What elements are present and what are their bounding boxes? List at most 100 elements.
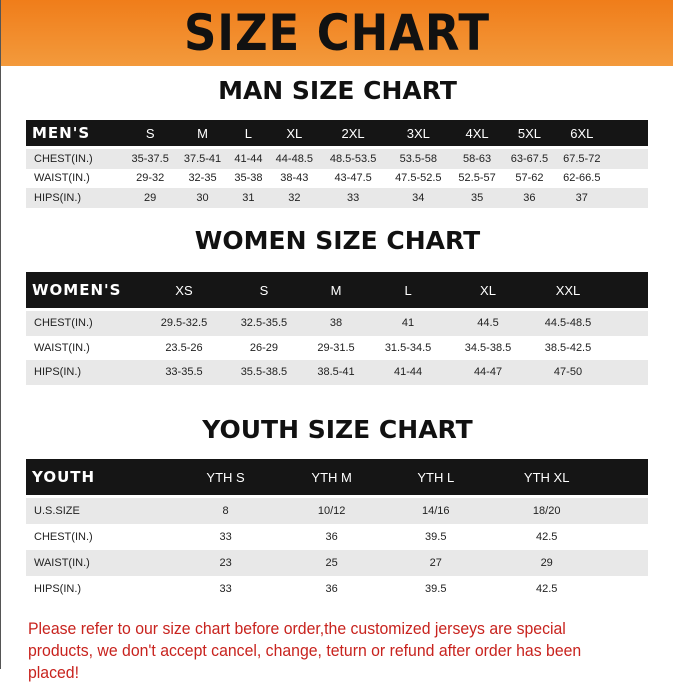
cell: 26-29 bbox=[249, 341, 278, 354]
cell: 31 bbox=[228, 188, 269, 208]
row-label: CHEST(IN.) bbox=[34, 531, 93, 543]
cell: 8 bbox=[174, 498, 278, 524]
cell: 5XL bbox=[503, 120, 556, 146]
table-row: CHEST(IN.) 29.5-32.5 32.5-35.5 38 41 44.5 44.5… bbox=[26, 311, 648, 336]
table-row: CHEST(IN.) 35-37.5 37.5-41 41-44 44-48.5 48.5… bbox=[26, 149, 648, 169]
cell: 23 bbox=[174, 550, 278, 576]
table-row: HIPS(IN.) 33 36 39.5 42.5 bbox=[26, 576, 648, 602]
cell: 38.5-42.5 bbox=[544, 341, 592, 354]
cell: 35-38 bbox=[234, 172, 263, 185]
table-row: WOMEN'S XS S M L XL XXL bbox=[26, 272, 648, 308]
cell: 32 bbox=[268, 188, 321, 208]
cell: 41-44 bbox=[368, 360, 449, 385]
cell: 38 bbox=[303, 311, 369, 336]
row-label: WOMEN'S bbox=[26, 272, 144, 308]
cell: YTH S bbox=[174, 459, 278, 495]
cell: 27 bbox=[386, 550, 486, 576]
cell: 44-47 bbox=[448, 360, 528, 385]
cell: 34 bbox=[385, 188, 451, 208]
table-row: WAIST(IN.) 29-32 32-35 35-38 38-43 43-47.5 47.… bbox=[26, 169, 648, 189]
cell: 36 bbox=[503, 188, 556, 208]
cell: 42.5 bbox=[535, 531, 558, 543]
cell: M bbox=[176, 120, 229, 146]
table-row: YOUTH YTH S YTH M YTH L YTH XL bbox=[26, 459, 648, 495]
cell: 31.5-34.5 bbox=[384, 341, 432, 354]
cell: 47.5-52.5 bbox=[395, 172, 442, 185]
men-size-table: MEN'S S M L XL 2XL 3XL 4XL 5XL 6XL CHEST(IN.) 35-37… bbox=[26, 120, 648, 208]
cell: L bbox=[368, 272, 449, 308]
cell: 36 bbox=[325, 583, 338, 595]
cell: 67.5-72 bbox=[555, 149, 608, 169]
cell: 33 bbox=[219, 531, 232, 543]
cell: 29-32 bbox=[136, 172, 165, 185]
table-row: HIPS(IN.) 29 30 31 32 33 34 35 36 37 bbox=[26, 188, 648, 208]
cell: XL bbox=[268, 120, 321, 146]
row-label: CHEST(IN.) bbox=[26, 149, 124, 169]
cell: 18/20 bbox=[485, 498, 608, 524]
men-title: MAN SIZE CHART bbox=[218, 76, 457, 105]
cell: 39.5 bbox=[425, 531, 447, 543]
cell: 39.5 bbox=[425, 583, 447, 595]
cell: S bbox=[124, 120, 177, 146]
cell: 57-62 bbox=[515, 172, 544, 185]
cell: 44-48.5 bbox=[268, 149, 321, 169]
cell: 38-43 bbox=[280, 172, 309, 185]
row-label: WAIST(IN.) bbox=[34, 172, 90, 185]
row-label: CHEST(IN.) bbox=[26, 311, 144, 336]
row-label: HIPS(IN.) bbox=[26, 188, 124, 208]
cell: 44.5 bbox=[448, 311, 528, 336]
cell: 33-35.5 bbox=[144, 360, 224, 385]
cell: YTH L bbox=[386, 459, 486, 495]
table-row: WAIST(IN.) 23.5-26 26-29 29-31.5 31.5-34.5 34… bbox=[26, 336, 648, 361]
cell: 36 bbox=[325, 531, 338, 543]
row-label: U.S.SIZE bbox=[26, 498, 174, 524]
cell: S bbox=[223, 272, 304, 308]
cell: 35-37.5 bbox=[124, 149, 177, 169]
cell: 32.5-35.5 bbox=[223, 311, 304, 336]
banner: SIZE CHART bbox=[1, 0, 673, 66]
cell: 44.5-48.5 bbox=[527, 311, 608, 336]
cell: 10/12 bbox=[277, 498, 387, 524]
cell: 32-35 bbox=[188, 172, 217, 185]
cell: 37 bbox=[555, 188, 608, 208]
row-label: MEN'S bbox=[26, 120, 124, 146]
table-row: U.S.SIZE 8 10/12 14/16 18/20 bbox=[26, 498, 648, 524]
cell: 4XL bbox=[450, 120, 504, 146]
cell: 48.5-53.5 bbox=[320, 149, 386, 169]
cell: YTH XL bbox=[485, 459, 608, 495]
cell: 37.5-41 bbox=[176, 149, 229, 169]
cell: 53.5-58 bbox=[385, 149, 451, 169]
cell: 6XL bbox=[555, 120, 608, 146]
cell: XL bbox=[448, 272, 528, 308]
row-label: HIPS(IN.) bbox=[34, 583, 82, 595]
cell: 3XL bbox=[385, 120, 451, 146]
cell: M bbox=[303, 272, 369, 308]
cell: 35.5-38.5 bbox=[223, 360, 304, 385]
cell: 23.5-26 bbox=[165, 341, 203, 354]
table-row: HIPS(IN.) 33-35.5 35.5-38.5 38.5-41 41-44 44-… bbox=[26, 360, 648, 385]
cell: 43-47.5 bbox=[334, 172, 372, 185]
cell: 42.5 bbox=[535, 583, 558, 595]
cell: 2XL bbox=[320, 120, 386, 146]
cell: YTH M bbox=[277, 459, 387, 495]
table-row: MEN'S S M L XL 2XL 3XL 4XL 5XL 6XL bbox=[26, 120, 648, 146]
cell: 29.5-32.5 bbox=[144, 311, 224, 336]
row-label: HIPS(IN.) bbox=[26, 360, 144, 385]
youth-size-table: YOUTH YTH S YTH M YTH L YTH XL U.S.SIZE 8 10/12… bbox=[26, 459, 648, 602]
women-size-table: WOMEN'S XS S M L XL XXL CHEST(IN.) 29.5-32.5 32.5… bbox=[26, 272, 648, 385]
cell: 52.5-57 bbox=[458, 172, 496, 185]
cell: 35 bbox=[450, 188, 504, 208]
cell: 41-44 bbox=[228, 149, 269, 169]
cell: 29-31.5 bbox=[317, 341, 355, 354]
cell: 34.5-38.5 bbox=[464, 341, 512, 354]
banner-title: SIZE CHART bbox=[184, 4, 491, 62]
cell: 25 bbox=[277, 550, 387, 576]
row-label: WAIST(IN.) bbox=[26, 550, 174, 576]
table-row: CHEST(IN.) 33 36 39.5 42.5 bbox=[26, 524, 648, 550]
cell: 47-50 bbox=[527, 360, 608, 385]
youth-title: YOUTH SIZE CHART bbox=[202, 415, 473, 444]
cell: 41 bbox=[368, 311, 449, 336]
cell: L bbox=[228, 120, 269, 146]
cell: 38.5-41 bbox=[303, 360, 369, 385]
row-label: WAIST(IN.) bbox=[34, 341, 90, 354]
